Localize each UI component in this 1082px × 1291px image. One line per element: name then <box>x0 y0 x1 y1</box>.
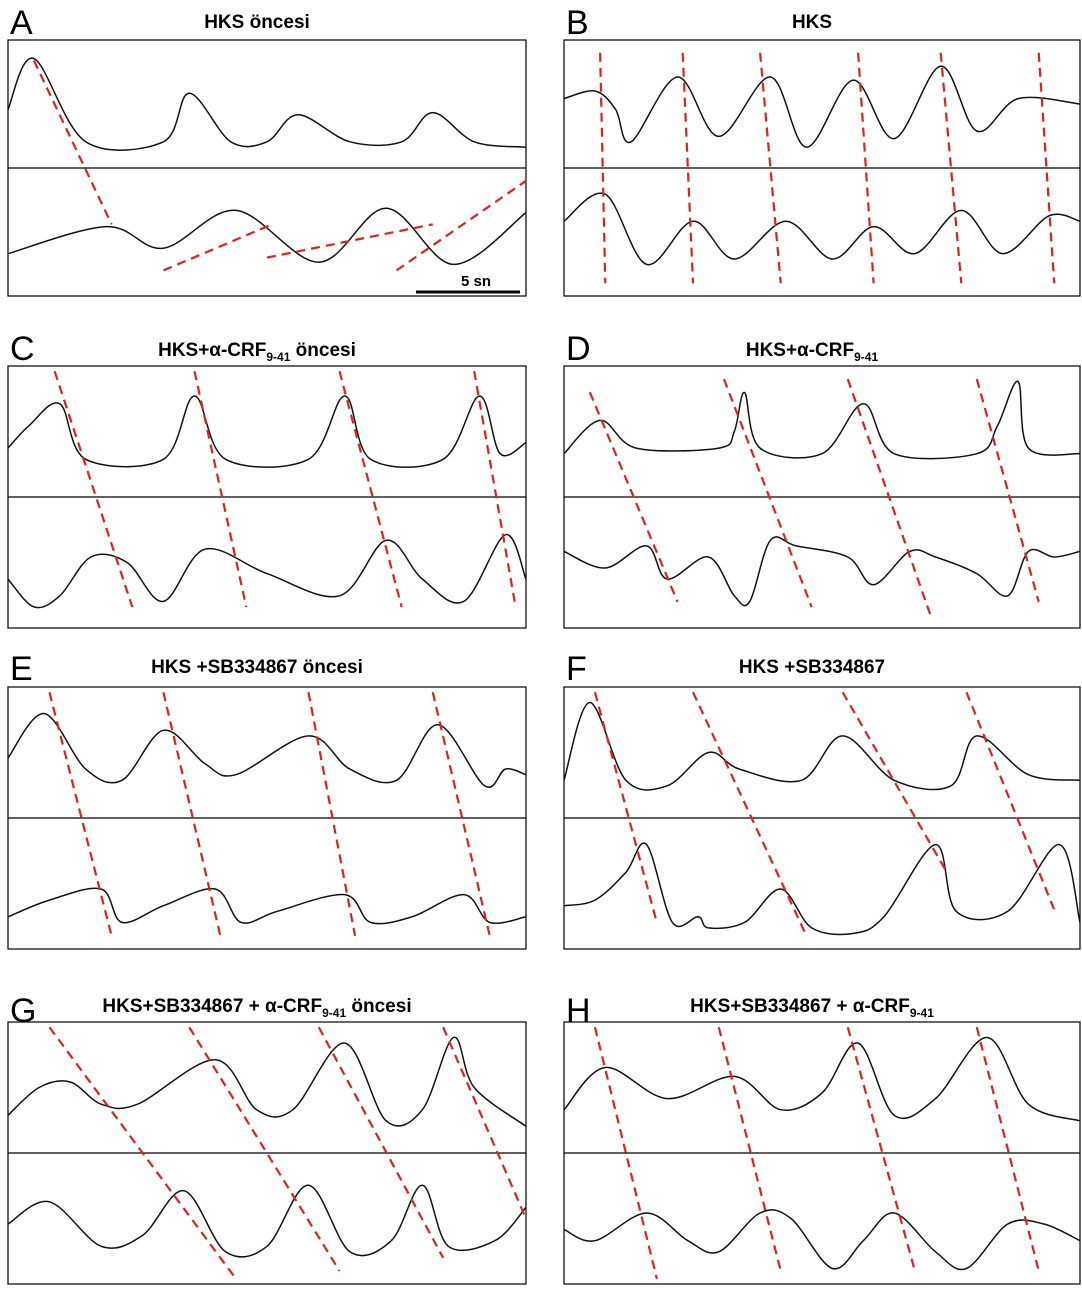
phase-marker-line <box>442 1026 528 1219</box>
panel-a: A HKS öncesi 5 sn <box>7 4 527 297</box>
panel-e: E HKS +SB334867 öncesi <box>7 650 527 950</box>
panel-title: HKS+α-CRF9-41 öncesi <box>158 340 356 364</box>
phase-marker-line <box>48 691 113 937</box>
phase-marker-line <box>965 691 1056 911</box>
panel-title-main: HKS öncesi <box>204 12 310 33</box>
phase-marker-line <box>162 691 222 937</box>
phase-marker-line <box>188 1026 341 1272</box>
panel-title-main: HKS+SB334867 + α-CRF <box>690 996 910 1017</box>
phase-marker-line <box>717 1026 782 1272</box>
phase-marker-line <box>317 1026 445 1259</box>
panel-letter: D <box>566 330 591 368</box>
lower-trace <box>563 842 1081 936</box>
lower-trace <box>563 536 1081 607</box>
phase-marker-line <box>588 391 679 603</box>
phase-marker-line <box>395 179 527 272</box>
panel-title-subscript: 9-41 <box>266 350 290 364</box>
phase-marker-line <box>593 691 658 924</box>
panel-c: C HKS+α-CRF9-41 öncesi <box>7 330 527 629</box>
phase-marker-line <box>162 223 273 272</box>
phase-marker-line <box>939 52 963 284</box>
phase-marker-line <box>32 60 113 225</box>
panel-title-tail: öncesi <box>290 340 355 361</box>
phase-marker-line <box>338 370 403 608</box>
phase-marker-line <box>473 371 517 608</box>
panel-title: HKS +SB334867 öncesi <box>151 657 363 678</box>
panel-title-main: HKS +SB334867 <box>739 657 885 678</box>
phase-marker-line <box>846 1026 916 1272</box>
panel-title: HKS <box>792 12 832 33</box>
panel-title-tail: öncesi <box>346 996 411 1017</box>
phase-marker-line <box>1037 52 1056 284</box>
panel-title: HKS +SB334867 <box>739 657 885 678</box>
phase-marker-line <box>307 692 357 937</box>
upper-trace <box>7 712 527 789</box>
phase-marker-line <box>48 1026 237 1280</box>
panel-title: HKS+α-CRF9-41 <box>746 340 879 364</box>
upper-trace <box>7 395 527 468</box>
upper-trace <box>563 380 1081 460</box>
panel-title-main: HKS +SB334867 öncesi <box>151 657 363 678</box>
panel-title-subscript: 9-41 <box>854 350 878 364</box>
phase-marker-line <box>846 378 932 616</box>
panel-d: D HKS+α-CRF9-41 <box>563 330 1081 629</box>
lower-trace <box>7 534 527 609</box>
panel-title-main: HKS+SB334867 + α-CRF <box>102 996 322 1017</box>
phase-marker-line <box>975 378 1040 603</box>
phase-marker-line <box>593 1026 658 1280</box>
lower-trace <box>7 1184 527 1258</box>
upper-trace <box>7 1036 527 1127</box>
panel-title: HKS+SB334867 + α-CRF9-41 <box>690 996 934 1020</box>
panel-title: HKS öncesi <box>204 12 310 33</box>
panel-letter: C <box>10 330 35 368</box>
scale-bar-label: 5 sn <box>461 273 491 290</box>
lower-trace <box>563 192 1081 266</box>
phase-marker-line <box>681 52 695 284</box>
upper-trace <box>7 57 527 151</box>
panel-letter: E <box>10 650 33 688</box>
panel-title: HKS+SB334867 + α-CRF9-41 öncesi <box>102 996 411 1020</box>
panel-h: H HKS+SB334867 + α-CRF9-41 <box>563 992 1081 1285</box>
panel-title-main: HKS+α-CRF <box>746 340 854 361</box>
panel-title-subscript: 9-41 <box>910 1006 934 1020</box>
lower-trace <box>563 1209 1081 1271</box>
panel-title-main: HKS <box>792 12 832 33</box>
phase-marker-line <box>53 370 134 608</box>
panel-title-subscript: 9-41 <box>322 1006 346 1020</box>
phase-marker-line <box>193 371 248 608</box>
panel-letter: F <box>566 650 587 688</box>
panel-f: F HKS +SB334867 <box>563 650 1081 950</box>
lower-trace <box>7 887 527 925</box>
phase-marker-line <box>431 691 491 937</box>
phase-marker-line <box>975 1026 1040 1272</box>
phase-marker-line <box>599 52 607 284</box>
panel-g: G HKS+SB334867 + α-CRF9-41 öncesi <box>7 992 528 1285</box>
panel-letter: A <box>10 4 33 42</box>
phase-marker-line <box>857 52 875 284</box>
phase-marker-line <box>758 52 782 284</box>
phase-marker-line <box>841 691 947 871</box>
panel-letter: B <box>566 4 589 42</box>
phase-marker-line <box>722 378 813 608</box>
lower-trace <box>7 207 527 266</box>
panel-b: B HKS <box>563 4 1081 297</box>
upper-trace <box>563 701 1081 791</box>
upper-trace <box>563 1036 1081 1122</box>
phase-marker-line <box>266 223 433 259</box>
upper-trace <box>563 65 1081 148</box>
panel-title-main: HKS+α-CRF <box>158 340 266 361</box>
